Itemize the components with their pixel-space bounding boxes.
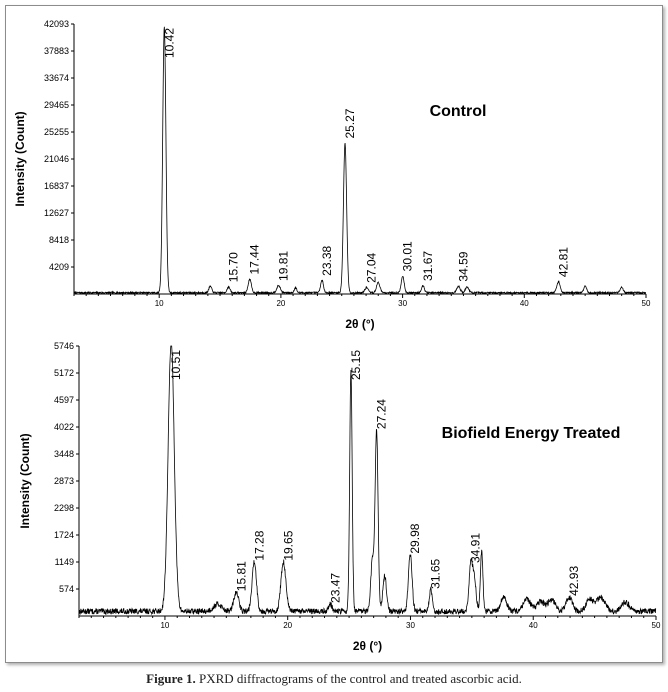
y-tick-label: 21046: [44, 154, 69, 164]
y-tick-label: 16837: [44, 181, 69, 191]
y-tick-label: 574: [59, 584, 74, 594]
x-tick-label: 30: [406, 621, 415, 630]
caption-label: Figure 1.: [146, 671, 196, 686]
figure-frame: 4209 8418 12627 16837 21046 25255 29465 33674 37…: [5, 5, 663, 663]
peak-label: 19.65: [281, 530, 295, 560]
x-axis-title: 2θ (°): [345, 317, 374, 331]
y-tick-label: 1724: [54, 530, 74, 540]
y-tick-label: 5746: [54, 341, 74, 351]
y-tick-label: 4209: [49, 262, 69, 272]
x-tick-label: 50: [652, 621, 661, 630]
x-tick-label: 10: [155, 299, 164, 308]
peak-label: 10.42: [162, 28, 176, 58]
y-tick-label: 29465: [44, 100, 69, 110]
y-tick-label: 2873: [54, 476, 74, 486]
peak-label: 23.38: [320, 245, 334, 275]
peak-label: 31.67: [421, 251, 435, 281]
x-axis-title: 2θ (°): [353, 639, 382, 653]
y-tick-label: 37883: [44, 46, 69, 56]
diffractogram-line: [73, 26, 647, 295]
x-tick-label: 20: [276, 299, 285, 308]
x-tick-label: 10: [160, 621, 169, 630]
y-tick-label: 2298: [54, 503, 74, 513]
x-tick-label: 20: [283, 621, 292, 630]
peak-label: 29.98: [408, 523, 422, 553]
y-tick-label: 12627: [44, 208, 69, 218]
y-tick-label: 8418: [49, 235, 69, 245]
y-tick-label: 42093: [44, 19, 69, 29]
y-tick-label: 4022: [54, 422, 74, 432]
y-tick-label: 25255: [44, 127, 69, 137]
peak-label: 23.47: [328, 573, 342, 603]
y-tick-label: 33674: [44, 73, 69, 83]
peak-label: 27.24: [375, 399, 389, 429]
peak-label: 15.81: [234, 561, 248, 591]
x-tick-label: 40: [529, 621, 538, 630]
x-tick-label: 30: [398, 299, 407, 308]
chart-panel-1: 4209 8418 12627 16837 21046 25255 29465 33674 37…: [13, 19, 651, 331]
peak-label: 25.15: [349, 350, 363, 380]
peak-label: 15.70: [227, 252, 241, 282]
peak-label: 34.91: [469, 533, 483, 563]
peak-label: 42.81: [556, 247, 570, 277]
y-tick-label: 3448: [54, 449, 74, 459]
y-axis-title: Intensity (Count): [18, 433, 32, 528]
peak-label: 17.44: [248, 244, 262, 274]
chart-title: Biofield Energy Treated: [442, 425, 621, 442]
chart-panel-2: 574 1149 1724 2298 2873 3448 4022 4597 5172 5746 1…: [18, 341, 661, 653]
x-tick-label: 40: [520, 299, 529, 308]
peak-label: 34.59: [456, 251, 470, 281]
figure-caption: Figure 1. PXRD diffractograms of the con…: [0, 671, 668, 687]
peak-label: 10.51: [169, 350, 183, 380]
diffractogram-line: [78, 345, 657, 616]
peak-label: 31.65: [429, 558, 443, 588]
peak-label: 30.01: [401, 241, 415, 271]
peak-label: 25.27: [343, 108, 357, 138]
y-tick-label: 4597: [54, 395, 74, 405]
x-tick-label: 50: [642, 299, 651, 308]
y-tick-label: 1149: [55, 557, 74, 567]
peak-label: 19.81: [277, 251, 291, 281]
pxrd-figure: 4209 8418 12627 16837 21046 25255 29465 33674 37…: [13, 19, 661, 653]
chart-title: Control: [430, 103, 487, 120]
y-axis-title: Intensity (Count): [13, 111, 27, 206]
peak-label: 42.93: [567, 566, 581, 596]
caption-text: PXRD diffractograms of the control and t…: [199, 671, 522, 686]
y-tick-label: 5172: [54, 368, 74, 378]
peak-label: 17.28: [252, 530, 266, 560]
peak-label: 27.04: [365, 253, 379, 283]
